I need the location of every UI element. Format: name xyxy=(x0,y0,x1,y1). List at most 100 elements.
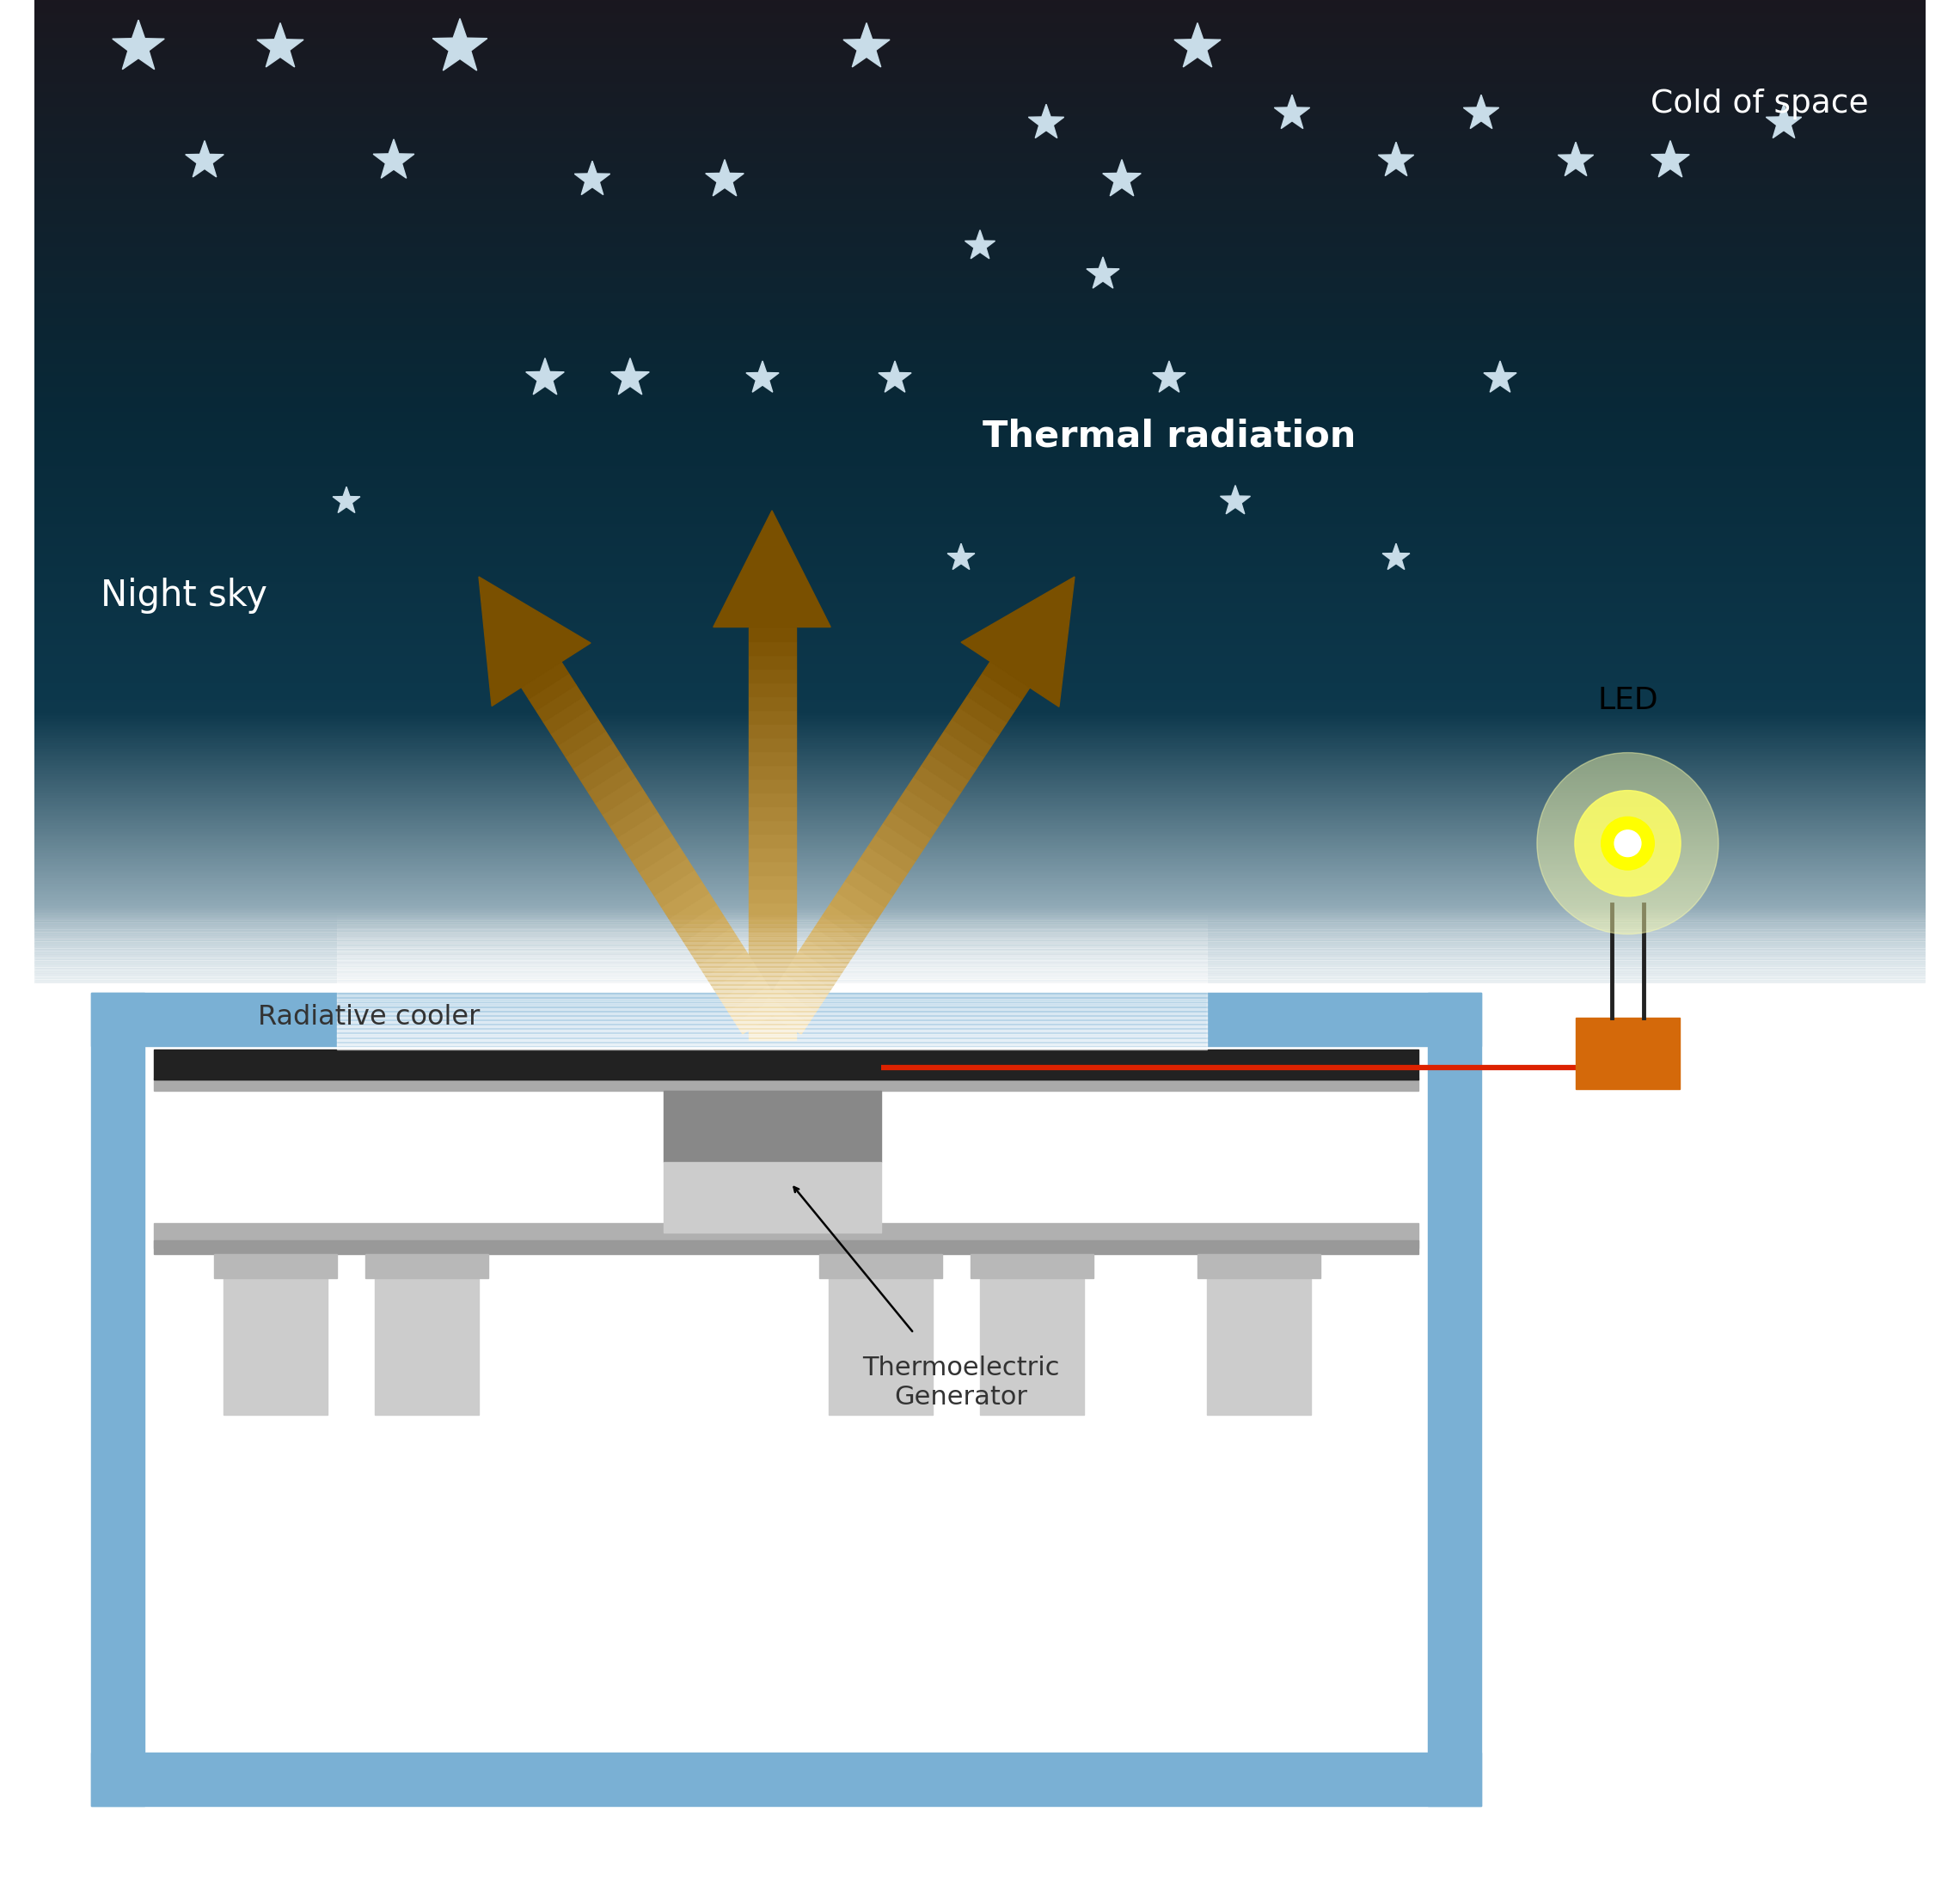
Bar xyxy=(35,736,1925,739)
Bar xyxy=(35,422,1925,425)
Bar xyxy=(35,906,1925,910)
Bar xyxy=(1207,1278,1311,1414)
Text: Thermal radiation: Thermal radiation xyxy=(982,418,1356,454)
Bar xyxy=(35,414,1925,418)
Bar xyxy=(90,993,145,1806)
Polygon shape xyxy=(808,927,855,964)
Bar xyxy=(35,1067,1925,1070)
Bar xyxy=(35,809,1925,813)
Bar xyxy=(35,798,1925,802)
Bar xyxy=(35,424,1925,429)
Bar xyxy=(35,919,1925,923)
Bar xyxy=(35,130,1925,134)
Bar xyxy=(35,106,1925,110)
Bar xyxy=(35,465,1925,471)
Bar xyxy=(35,925,1925,928)
Bar xyxy=(35,792,1925,798)
Bar xyxy=(35,942,1925,946)
Polygon shape xyxy=(749,930,796,944)
Polygon shape xyxy=(945,719,992,756)
Polygon shape xyxy=(853,859,900,896)
Bar xyxy=(35,539,1925,545)
Bar xyxy=(35,917,1925,921)
Polygon shape xyxy=(784,963,831,1000)
Bar xyxy=(35,1053,1925,1059)
Circle shape xyxy=(1574,790,1680,896)
Polygon shape xyxy=(655,870,702,908)
Bar xyxy=(337,981,1207,987)
Bar xyxy=(35,828,1925,832)
Bar xyxy=(35,157,1925,163)
Bar xyxy=(35,136,1925,140)
Bar xyxy=(35,204,1925,208)
Bar xyxy=(35,573,1925,577)
Bar xyxy=(35,217,1925,223)
Polygon shape xyxy=(721,974,768,1012)
Bar xyxy=(35,715,1925,720)
Polygon shape xyxy=(845,870,892,908)
Bar xyxy=(35,864,1925,868)
Bar xyxy=(35,635,1925,641)
Polygon shape xyxy=(478,577,590,705)
Bar xyxy=(35,942,1925,946)
Polygon shape xyxy=(921,755,968,792)
Bar xyxy=(337,1034,1207,1040)
Polygon shape xyxy=(1558,142,1593,176)
Polygon shape xyxy=(982,662,1029,700)
Bar xyxy=(337,985,1207,993)
Bar xyxy=(35,403,1925,407)
Bar xyxy=(35,1057,1925,1061)
Bar xyxy=(35,236,1925,242)
Bar xyxy=(35,675,1925,679)
Bar xyxy=(35,356,1925,359)
Bar xyxy=(35,233,1925,236)
Bar xyxy=(35,845,1925,849)
Bar xyxy=(35,641,1925,647)
Bar xyxy=(35,564,1925,569)
Bar xyxy=(35,896,1925,902)
Bar xyxy=(35,1093,1925,1097)
Bar xyxy=(35,363,1925,369)
Bar xyxy=(35,1017,1925,1021)
Bar xyxy=(35,983,1925,1891)
Bar xyxy=(35,1040,1925,1044)
Bar xyxy=(35,1050,1925,1055)
Bar xyxy=(35,59,1925,62)
Bar xyxy=(35,908,1925,913)
Bar xyxy=(35,197,1925,200)
Polygon shape xyxy=(937,730,984,768)
Bar xyxy=(35,1002,1925,1006)
Bar xyxy=(35,221,1925,225)
Bar xyxy=(35,669,1925,673)
Bar xyxy=(35,191,1925,195)
Bar xyxy=(35,773,1925,777)
Bar xyxy=(35,1006,1925,1012)
Bar xyxy=(1198,1254,1321,1278)
Bar xyxy=(35,270,1925,274)
Polygon shape xyxy=(749,696,796,709)
Bar xyxy=(35,976,1925,981)
Bar xyxy=(662,1091,880,1161)
Bar xyxy=(35,860,1925,866)
Bar xyxy=(35,441,1925,444)
Circle shape xyxy=(1615,830,1641,857)
Bar xyxy=(35,391,1925,395)
Bar xyxy=(337,995,1207,1000)
Polygon shape xyxy=(749,668,796,683)
Bar xyxy=(35,775,1925,781)
Bar xyxy=(35,737,1925,741)
Bar xyxy=(35,987,1925,991)
Bar xyxy=(35,21,1925,25)
Bar xyxy=(35,301,1925,304)
Bar xyxy=(35,144,1925,147)
Bar xyxy=(35,724,1925,728)
Bar xyxy=(214,1254,337,1278)
Bar xyxy=(35,972,1925,976)
Polygon shape xyxy=(572,743,619,779)
Bar xyxy=(35,166,1925,170)
Bar xyxy=(35,930,1925,934)
Polygon shape xyxy=(900,789,947,826)
Bar xyxy=(35,287,1925,291)
Polygon shape xyxy=(964,231,996,259)
Bar xyxy=(970,1254,1094,1278)
